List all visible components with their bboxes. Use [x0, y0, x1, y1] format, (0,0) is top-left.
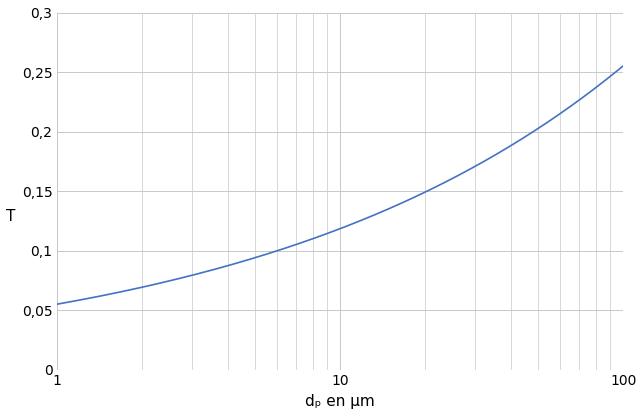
- Text: T: T: [6, 209, 16, 224]
- X-axis label: dₚ en µm: dₚ en µm: [305, 394, 375, 409]
